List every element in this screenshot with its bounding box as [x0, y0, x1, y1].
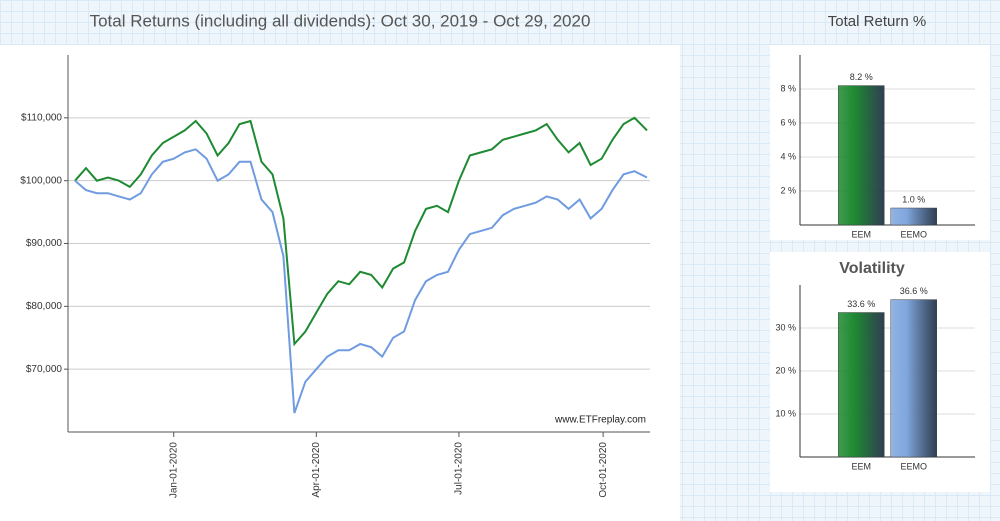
y-tick-label: 10 % [775, 408, 796, 418]
y-tick-label: $100,000 [20, 175, 62, 186]
y-tick-label: $70,000 [26, 364, 63, 375]
x-tick-label: EEM [851, 461, 871, 471]
chart-title: Total Returns (including all dividends):… [90, 11, 591, 30]
x-tick-label: Apr-01-2020 [311, 442, 322, 498]
y-tick-label: $110,000 [21, 112, 62, 123]
chart-title: Total Return % [828, 13, 926, 30]
y-tick-label: 8 % [780, 83, 796, 93]
value-label: 36.6 % [900, 286, 928, 296]
x-tick-label: Jan-01-2020 [168, 442, 179, 499]
x-tick-label: EEM [851, 229, 871, 239]
value-label: 1.0 % [902, 194, 925, 204]
x-tick-label: EEMO [900, 461, 927, 471]
y-tick-label: $90,000 [26, 238, 63, 249]
y-tick-label: 20 % [775, 365, 796, 375]
value-label: 33.6 % [847, 299, 875, 309]
x-tick-label: EEMO [900, 229, 927, 239]
bar [890, 299, 937, 458]
series-line [74, 148, 648, 414]
y-tick-label: 4 % [780, 151, 796, 161]
y-tick-label: $80,000 [26, 301, 63, 312]
value-label: 8.2 % [850, 72, 873, 82]
line-panel [0, 45, 680, 521]
y-tick-label: 6 % [780, 117, 796, 127]
watermark: www.ETFreplay.com [554, 415, 646, 426]
bar [838, 312, 885, 458]
series-line [74, 116, 648, 347]
chart-title: Volatility [839, 260, 905, 277]
bar [838, 85, 885, 226]
y-tick-label: 30 % [775, 322, 796, 332]
x-tick-label: Oct-01-2020 [598, 442, 609, 498]
bar [890, 207, 937, 226]
x-tick-label: Jul-01-2020 [454, 442, 465, 495]
y-tick-label: 2 % [780, 185, 796, 195]
